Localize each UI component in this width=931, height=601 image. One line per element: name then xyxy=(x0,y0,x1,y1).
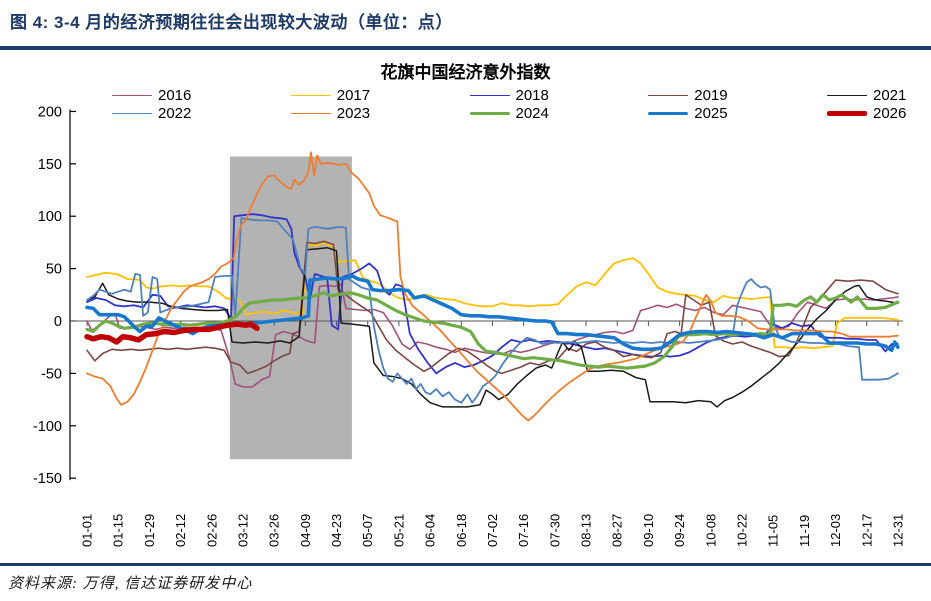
y-axis-tick-label: 200 xyxy=(38,104,62,120)
legend-item-2019: 2019 xyxy=(648,87,736,104)
series-line-2022 xyxy=(86,217,899,404)
legend-label-2016: 2016 xyxy=(158,86,192,104)
legend-swatch-2018 xyxy=(469,94,510,96)
legend-item-2017: 2017 xyxy=(290,86,379,104)
legend-item-2022: 2022 xyxy=(112,105,200,122)
legend-swatch-2021 xyxy=(827,94,867,96)
legend-row: 2022 2023 2024 2025 2026 xyxy=(112,104,915,122)
legend: 2016 2017 2018 2019 2021 2022 2023 2024 2025 2026 xyxy=(112,86,915,122)
legend-item-2018: 2018 xyxy=(469,86,558,104)
legend-label-2017: 2017 xyxy=(336,86,371,104)
x-axis-tick-label: 12-31 xyxy=(890,514,905,547)
legend-item-2016: 2016 xyxy=(112,87,200,104)
legend-swatch-2026 xyxy=(827,110,867,116)
x-axis-tick-label: 03-26 xyxy=(267,514,282,547)
legend-swatch-2016 xyxy=(112,94,152,96)
legend-item-2025: 2025 xyxy=(648,105,736,122)
x-axis-tick-label: 06-18 xyxy=(454,514,469,547)
x-axis-tick-label: 01-15 xyxy=(111,514,126,547)
legend-label-2023: 2023 xyxy=(336,104,371,122)
legend-label-2019: 2019 xyxy=(694,86,728,104)
legend-swatch-2019 xyxy=(648,94,689,96)
series-line-2017 xyxy=(86,242,899,350)
legend-item-2026: 2026 xyxy=(827,105,915,122)
top-rule-divider xyxy=(0,46,931,50)
x-axis-tick-label: 08-13 xyxy=(579,514,594,547)
y-axis-tick-label: -100 xyxy=(33,419,62,435)
x-axis-tick-label: 04-09 xyxy=(298,514,313,547)
legend-label-2021: 2021 xyxy=(873,86,907,104)
x-axis-tick-label: 10-22 xyxy=(735,514,750,547)
bottom-rule-divider xyxy=(0,563,931,566)
x-axis-tick-label: 10-08 xyxy=(703,514,718,547)
legend-label-2025: 2025 xyxy=(694,104,728,122)
x-axis-tick-label: 09-10 xyxy=(641,514,656,547)
legend-row: 2016 2017 2018 2019 2021 xyxy=(112,86,915,104)
x-axis-tick-label: 11-19 xyxy=(797,515,812,547)
y-axis-tick-label: 50 xyxy=(46,262,62,278)
y-axis-tick-label: 100 xyxy=(38,209,62,225)
legend-swatch-2024 xyxy=(469,111,510,115)
x-axis-tick-label: 12-17 xyxy=(859,514,874,547)
y-axis-tick-label: -50 xyxy=(41,366,62,382)
legend-item-2023: 2023 xyxy=(290,104,379,122)
legend-swatch-2025 xyxy=(648,111,689,115)
x-axis-tick-label: 06-04 xyxy=(423,514,438,547)
legend-swatch-2022 xyxy=(112,112,152,114)
legend-label-2018: 2018 xyxy=(515,86,549,104)
legend-label-2026: 2026 xyxy=(873,104,907,122)
x-axis-tick-label: 11-05 xyxy=(766,515,781,547)
highlight-band-mar-apr xyxy=(229,156,352,460)
figure-title: 图 4: 3-4 月的经济预期往往会出现较大波动（单位：点） xyxy=(10,13,453,32)
y-axis-tick-label: 150 xyxy=(38,157,62,173)
legend-swatch-2017 xyxy=(290,94,331,96)
series-line-2024 xyxy=(85,291,900,370)
x-axis-tick-label: 05-21 xyxy=(391,514,406,547)
x-axis-tick-label: 07-02 xyxy=(485,514,500,547)
x-axis-tick-label: 08-27 xyxy=(610,514,625,547)
y-axis-tick-label: 0 xyxy=(54,314,62,330)
x-axis-tick-label: 02-26 xyxy=(204,514,219,547)
series-line-2019 xyxy=(86,240,899,375)
x-axis-tick-label: 01-29 xyxy=(142,514,157,547)
x-axis-tick-label: 12-03 xyxy=(828,514,843,547)
series-line-2026 xyxy=(84,321,260,345)
legend-label-2022: 2022 xyxy=(158,104,192,122)
legend-item-2021: 2021 xyxy=(827,87,915,104)
series-line-2023 xyxy=(86,151,899,422)
x-axis-tick-label: 03-12 xyxy=(236,514,251,547)
x-axis-tick-label: 02-12 xyxy=(173,514,188,547)
x-axis-tick-label: 01-01 xyxy=(80,514,95,547)
x-axis-tick-label: 04-23 xyxy=(329,514,344,547)
x-axis-tick-label: 07-30 xyxy=(547,514,562,547)
legend-label-2024: 2024 xyxy=(515,104,549,122)
legend-item-2024: 2024 xyxy=(469,104,558,122)
x-axis-tick-label: 07-16 xyxy=(516,514,531,547)
y-axis-tick-label: -150 xyxy=(33,471,62,487)
series-line-2018 xyxy=(86,213,899,375)
x-axis-tick-label: 05-07 xyxy=(360,514,375,547)
chart-title: 花旗中国经济意外指数 xyxy=(380,63,551,82)
legend-swatch-2023 xyxy=(290,112,331,114)
source-note: 资料来源: 万得, 信达证券研发中心 xyxy=(8,576,253,592)
x-axis-tick-label: 09-24 xyxy=(672,514,687,547)
